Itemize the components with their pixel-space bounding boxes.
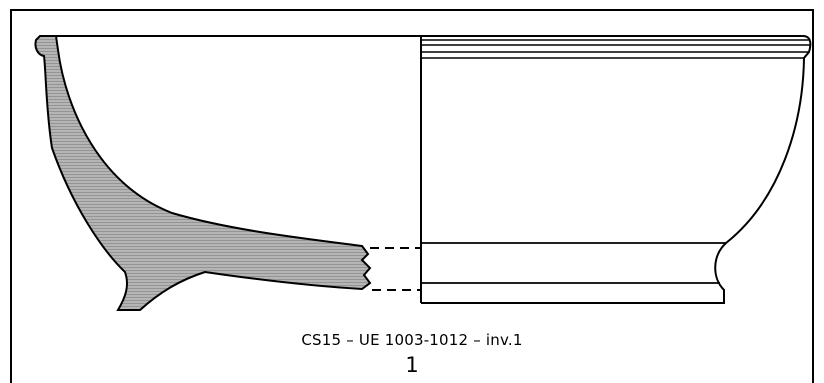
exterior-outline [421,35,812,304]
figure-number: 1 [405,353,419,377]
section-profile [34,35,372,311]
figure-frame [10,9,814,383]
figure-caption: CS15 – UE 1003-1012 – inv.1 [301,331,523,349]
